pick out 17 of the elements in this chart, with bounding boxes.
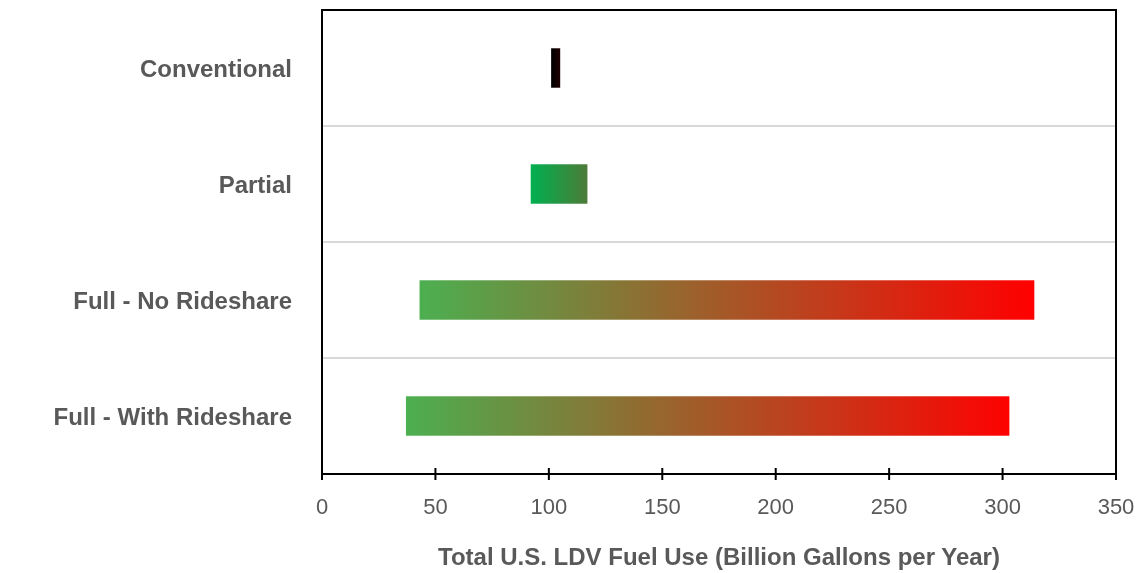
y-tick-label: Full - No Rideshare bbox=[73, 286, 292, 314]
y-tick-label: Full - With Rideshare bbox=[53, 402, 292, 430]
bar bbox=[405, 396, 1010, 436]
x-tick-label: 0 bbox=[315, 494, 329, 519]
x-tick-label: 250 bbox=[870, 494, 908, 519]
x-tick-label: 100 bbox=[530, 494, 568, 519]
bar bbox=[551, 48, 561, 88]
y-tick-label: Partial bbox=[218, 170, 292, 198]
x-tick-label: 50 bbox=[423, 494, 448, 519]
x-tick-label: 150 bbox=[643, 494, 681, 519]
x-tick-label: 300 bbox=[984, 494, 1021, 519]
bar bbox=[530, 164, 588, 204]
bar bbox=[419, 280, 1035, 320]
x-tick-label: 350 bbox=[1097, 494, 1135, 519]
x-tick-label: 200 bbox=[757, 494, 795, 519]
x-axis-title: Total U.S. LDV Fuel Use (Billion Gallons per Year) bbox=[438, 543, 1000, 570]
y-tick-label: Conventional bbox=[139, 54, 292, 82]
